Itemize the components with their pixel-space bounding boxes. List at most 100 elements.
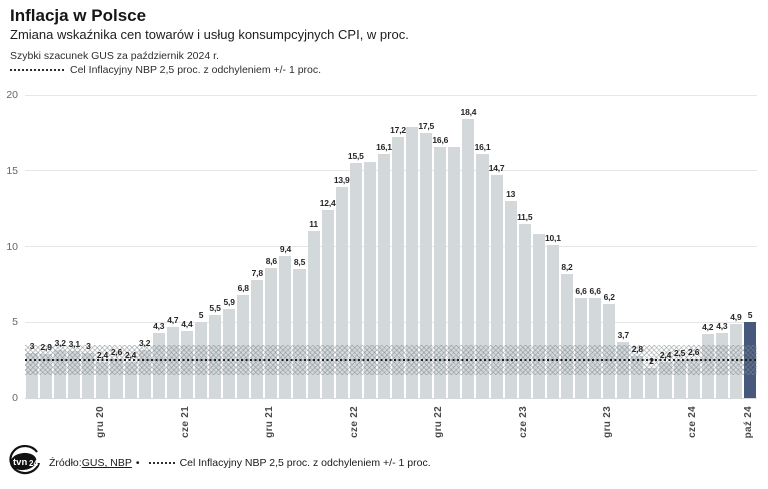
chart-title: Inflacja w Polsce <box>10 6 147 25</box>
dotted-line-icon <box>10 69 64 71</box>
bar <box>152 332 165 398</box>
bar-value-label: 14,7 <box>488 163 505 174</box>
source-links[interactable]: GUS, NBP <box>81 457 132 469</box>
bar <box>589 298 602 398</box>
bar <box>603 304 616 398</box>
y-axis-tick-label: 15 <box>6 164 18 177</box>
bullet-separator: • <box>135 457 140 469</box>
bar-value-label: 7,8 <box>251 267 263 278</box>
bar-value-label: 17,5 <box>418 120 435 131</box>
target-legend: Cel Inflacyjny NBP 2,5 proc. z odchyleni… <box>10 64 321 76</box>
y-axis-tick-label: 0 <box>12 392 18 404</box>
bar <box>434 146 447 398</box>
y-axis-tick-label: 20 <box>6 89 18 101</box>
gridline <box>25 397 757 399</box>
bar-value-label: 5 <box>198 310 204 321</box>
bar-value-label: 6,6 <box>575 286 587 297</box>
bar-value-label: 6,2 <box>603 292 615 303</box>
y-axis-tick-label: 5 <box>12 316 18 329</box>
bar-value-label: 3 <box>29 340 35 351</box>
svg-text:24: 24 <box>29 459 38 468</box>
dotted-line-icon <box>148 462 175 464</box>
bar-value-label: 2,4 <box>659 349 672 360</box>
bar <box>138 349 151 398</box>
bar-value-label: 2,8 <box>631 343 643 354</box>
bar <box>96 361 109 398</box>
bar-value-label: 2,4 <box>96 349 109 360</box>
x-axis-tick-label: gru 21 <box>264 406 276 438</box>
bar-value-label: 2,5 <box>673 348 686 359</box>
bar-value-label: 16,1 <box>474 142 491 153</box>
bar-value-label: 5 <box>747 310 753 321</box>
bar <box>377 154 390 398</box>
bar <box>223 308 236 398</box>
x-axis-tick-label: gru 23 <box>602 406 614 438</box>
bar <box>659 361 672 398</box>
bar <box>518 223 531 398</box>
bar <box>279 255 292 398</box>
bar <box>575 298 588 398</box>
bar <box>265 267 278 398</box>
x-axis-tick-label: cze 23 <box>517 406 529 438</box>
footer: tvn 24 Źródło: GUS, NBP • Cel Inflacyjny… <box>6 445 431 481</box>
bar <box>701 334 714 398</box>
bar <box>68 351 81 398</box>
x-axis-tick-label: cze 22 <box>348 406 360 438</box>
x-axis-tick-label: paź 24 <box>742 406 754 439</box>
bar <box>26 352 39 398</box>
bar <box>166 326 179 398</box>
bar-value-label: 13 <box>506 189 516 200</box>
bar <box>687 358 700 398</box>
chart-subtitle: Zmiana wskaźnika cen towarów i usług kon… <box>10 27 409 42</box>
bar <box>617 341 630 398</box>
bar-value-label: 2,4 <box>124 349 137 360</box>
bar <box>560 273 573 398</box>
bar-value-label: 9,4 <box>279 243 292 254</box>
bar-value-label: 8,2 <box>561 261 573 272</box>
bar-value-label: 4,2 <box>702 322 714 333</box>
bar-value-label: 2,6 <box>110 346 123 357</box>
bar <box>392 137 405 398</box>
bar-value-label: 8,5 <box>293 257 306 268</box>
bar-value-label: 4,3 <box>153 320 165 331</box>
source-label: Źródło: <box>49 457 82 469</box>
gridline <box>25 246 757 247</box>
bar-value-label: 8,6 <box>265 255 277 266</box>
target-legend-label: Cel Inflacyjny NBP 2,5 proc. z odchyleni… <box>70 64 322 76</box>
bar-value-label: 4,7 <box>167 314 179 325</box>
bar <box>476 154 489 398</box>
bar <box>490 175 503 398</box>
bar-value-label: 18,4 <box>460 107 477 118</box>
footer-target-legend: Cel Inflacyjny NBP 2,5 proc. z odchyleni… <box>179 457 431 469</box>
bar-value-label: 11 <box>309 219 318 230</box>
bar <box>673 360 686 398</box>
bar <box>363 161 376 398</box>
x-axis-tick-label: gru 20 <box>95 406 107 438</box>
svg-text:tvn: tvn <box>13 457 27 468</box>
bar <box>532 234 545 398</box>
bar <box>180 331 193 398</box>
bar <box>420 132 433 398</box>
bar-value-label: 3,1 <box>68 339 80 350</box>
bar <box>54 349 67 398</box>
bar <box>715 332 728 398</box>
bar-value-label: 4,9 <box>730 311 742 322</box>
bar-value-label: 11,5 <box>517 211 533 222</box>
bar-value-label: 15,5 <box>347 151 364 162</box>
y-axis-tick-label: 10 <box>6 240 18 253</box>
bar <box>335 187 348 398</box>
y-axis: 0 5 10 15 20 <box>0 89 20 404</box>
bar-value-label: 2,6 <box>688 346 700 357</box>
bar-value-label: 13,9 <box>333 175 350 186</box>
bar-value-label: 5,9 <box>223 296 235 307</box>
gridline <box>25 170 757 172</box>
gridline <box>25 321 757 323</box>
bar <box>110 358 123 398</box>
bar <box>645 367 658 398</box>
chart-note: Szybki szacunek GUS za październik 2024 … <box>10 50 219 62</box>
bar-value-label: 2,9 <box>40 342 52 353</box>
bar <box>40 354 53 398</box>
gridline <box>25 94 757 96</box>
bar-value-label: 3,2 <box>139 337 151 348</box>
